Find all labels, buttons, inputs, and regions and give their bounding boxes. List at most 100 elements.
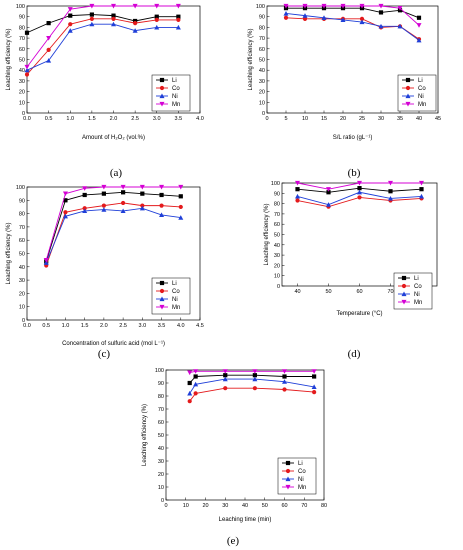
data-point-mn — [62, 191, 68, 197]
data-point-co — [111, 16, 116, 21]
data-point-li — [82, 192, 87, 198]
legend-marker-li — [159, 280, 165, 286]
y-axis-title: Leaching efficiency (%) — [264, 204, 270, 266]
data-point-li — [388, 189, 393, 194]
x-tick-label: 40 — [294, 289, 300, 295]
panel-label: (d) — [348, 348, 361, 360]
x-tick-label: 0.5 — [42, 323, 50, 329]
y-tick-label: 70 — [19, 36, 25, 42]
legend-label-co: Co — [418, 86, 426, 92]
data-point-co — [223, 386, 228, 391]
y-tick-label: 40 — [259, 68, 265, 74]
data-point-mn — [187, 370, 193, 376]
legend-label-ni: Ni — [418, 94, 424, 100]
legend-box — [151, 277, 191, 315]
y-tick-label: 80 — [274, 202, 280, 208]
legend-box — [397, 74, 437, 112]
series-line-li — [45, 191, 181, 262]
data-point-li — [24, 30, 30, 35]
legend-box — [393, 272, 433, 310]
data-point-ni — [178, 215, 184, 220]
legend-marker-co — [159, 85, 165, 91]
legend-label-mn: Mn — [298, 485, 306, 491]
data-point-co — [63, 210, 68, 215]
y-tick-label: 30 — [259, 79, 265, 85]
x-tick-label: 45 — [435, 116, 441, 122]
data-point-mn — [82, 186, 88, 191]
y-axis-title: Leaching efficiency (%) — [6, 223, 12, 285]
data-point-li — [357, 186, 362, 191]
legend-label-li: Li — [414, 276, 419, 282]
data-point-ni — [62, 213, 68, 219]
y-tick-label: 20 — [274, 263, 280, 269]
y-tick-label: 80 — [158, 394, 164, 400]
series-line-mn — [286, 5, 420, 26]
data-point-li — [378, 10, 384, 15]
data-point-co — [24, 72, 30, 77]
chart-panel: 0.0 0.5 1.0 1.5 2.0 2.5 3.0 3.5 4.0 0 10 20 30 40 50 60… — [6, 3, 204, 179]
y-tick-label: 10 — [19, 305, 25, 311]
y-tick-label: 60 — [158, 420, 164, 426]
data-point-li — [193, 374, 198, 379]
data-point-co — [359, 16, 365, 21]
legend-label-li: Li — [172, 78, 177, 84]
legend-label-li: Li — [172, 281, 177, 287]
y-tick-label: 50 — [274, 233, 280, 239]
legend-label-ni: Ni — [414, 292, 420, 298]
x-tick-label: 30 — [222, 503, 228, 509]
data-point-ni — [82, 208, 88, 214]
x-axis-title: Amount of H₂O₂ (vol.%) — [82, 135, 145, 141]
y-tick-label: 80 — [19, 25, 25, 31]
x-tick-label: 25 — [359, 116, 365, 122]
x-tick-label: 40 — [416, 116, 422, 122]
data-point-ni — [24, 67, 30, 73]
data-point-ni — [111, 21, 116, 27]
y-tick-label: 90 — [259, 15, 265, 21]
x-tick-label: 35 — [397, 116, 403, 122]
data-point-ni — [132, 28, 138, 33]
legend: Li Co Ni Mn — [151, 74, 191, 112]
x-tick-label: 2.0 — [110, 116, 118, 122]
x-tick-label: 1.5 — [88, 116, 96, 122]
data-point-ni — [326, 202, 331, 207]
panel-label: (c) — [98, 348, 111, 360]
data-point-mn — [397, 6, 403, 11]
data-point-co — [121, 200, 126, 206]
data-point-mn — [302, 3, 308, 9]
data-point-li — [121, 190, 126, 195]
data-point-li — [133, 18, 138, 24]
data-point-mn — [139, 184, 145, 190]
data-point-co — [140, 203, 145, 208]
series-line-mn — [45, 186, 181, 261]
data-point-mn — [321, 3, 327, 9]
legend-label-li: Li — [418, 78, 423, 84]
y-tick-label: 40 — [274, 243, 280, 249]
y-tick-label: 80 — [19, 212, 25, 218]
y-tick-label: 0 — [161, 498, 164, 504]
legend-label-mn: Mn — [172, 305, 180, 311]
legend-marker-li — [285, 460, 291, 466]
data-point-co — [252, 386, 257, 391]
data-point-li — [89, 12, 94, 17]
series-line-ni — [45, 207, 181, 263]
x-axis-title: Concentration of sulfuric acid (mol L⁻¹) — [62, 341, 165, 347]
x-tick-label: 0.0 — [23, 323, 31, 329]
y-tick-label: 10 — [274, 274, 280, 280]
data-point-co — [133, 21, 138, 26]
data-point-mn — [340, 3, 346, 9]
y-tick-label: 50 — [259, 58, 265, 64]
series-line-ni — [285, 13, 420, 41]
data-point-mn — [175, 3, 181, 9]
x-tick-label: 40 — [242, 503, 248, 509]
data-point-ni — [193, 381, 199, 387]
y-tick-label: 70 — [274, 212, 280, 218]
data-point-ni — [359, 19, 365, 25]
x-tick-label: 2.0 — [100, 323, 108, 329]
legend-marker-li — [405, 77, 411, 83]
series-line-li — [286, 7, 420, 19]
legend-marker-mn — [159, 304, 165, 310]
data-point-co — [68, 22, 73, 27]
chart-panel: 0.0 0.5 1.0 1.5 2.0 2.5 3.0 3.5 4.0 4.5 0 10 20 30 40 5… — [6, 184, 204, 360]
x-tick-label: 3.5 — [158, 323, 166, 329]
y-tick-label: 50 — [19, 252, 25, 258]
